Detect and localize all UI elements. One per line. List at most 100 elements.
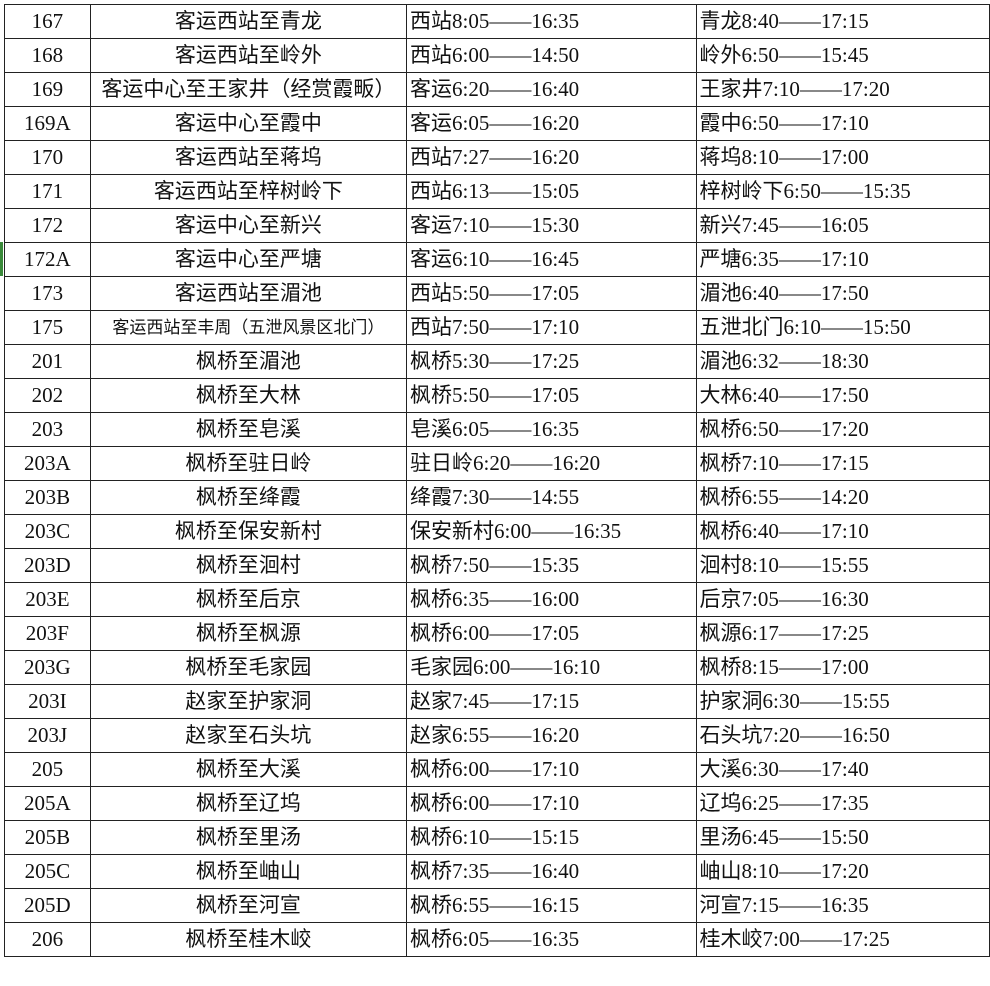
route-number-cell[interactable]: 175: [4, 310, 91, 345]
first-direction-times-cell[interactable]: 西站7:27——16:20: [406, 140, 697, 175]
route-line-cell[interactable]: 枫桥至驻日岭: [89, 446, 408, 481]
first-direction-times-cell[interactable]: 枫桥5:50——17:05: [406, 378, 697, 413]
route-line-cell[interactable]: 客运中心至王家井（经赏霞畈）: [89, 72, 408, 107]
route-number-cell[interactable]: 203I: [4, 684, 91, 719]
route-number-cell[interactable]: 203: [4, 412, 91, 447]
second-direction-times-cell[interactable]: 枫源6:17——17:25: [695, 616, 990, 651]
route-number-cell[interactable]: 206: [4, 922, 91, 957]
route-number-cell[interactable]: 203A: [4, 446, 91, 481]
route-line-cell[interactable]: 客运中心至新兴: [89, 208, 408, 243]
second-direction-times-cell[interactable]: 霞中6:50——17:10: [695, 106, 990, 141]
route-line-cell[interactable]: 枫桥至桂木峧: [89, 922, 408, 957]
first-direction-times-cell[interactable]: 西站5:50——17:05: [406, 276, 697, 311]
second-direction-times-cell[interactable]: 洄村8:10——15:55: [695, 548, 990, 583]
route-line-cell[interactable]: 枫桥至岫山: [89, 854, 408, 889]
route-number-cell[interactable]: 201: [4, 344, 91, 379]
first-direction-times-cell[interactable]: 枫桥6:10——15:15: [406, 820, 697, 855]
route-line-cell[interactable]: 客运西站至梓树岭下: [89, 174, 408, 209]
first-direction-times-cell[interactable]: 客运6:05——16:20: [406, 106, 697, 141]
route-line-cell[interactable]: 客运西站至丰周（五泄风景区北门）: [89, 310, 408, 345]
route-number-cell[interactable]: 169: [4, 72, 91, 107]
route-line-cell[interactable]: 赵家至石头坑: [89, 718, 408, 753]
route-number-cell[interactable]: 203E: [4, 582, 91, 617]
route-line-cell[interactable]: 枫桥至河宣: [89, 888, 408, 923]
second-direction-times-cell[interactable]: 湄池6:40——17:50: [695, 276, 990, 311]
first-direction-times-cell[interactable]: 赵家6:55——16:20: [406, 718, 697, 753]
first-direction-times-cell[interactable]: 枫桥7:50——15:35: [406, 548, 697, 583]
route-number-cell[interactable]: 203G: [4, 650, 91, 685]
first-direction-times-cell[interactable]: 保安新村6:00——16:35: [406, 514, 697, 549]
route-number-cell[interactable]: 203F: [4, 616, 91, 651]
route-line-cell[interactable]: 客运西站至湄池: [89, 276, 408, 311]
first-direction-times-cell[interactable]: 枫桥6:35——16:00: [406, 582, 697, 617]
first-direction-times-cell[interactable]: 西站6:00——14:50: [406, 38, 697, 73]
route-number-cell[interactable]: 172: [4, 208, 91, 243]
first-direction-times-cell[interactable]: 枫桥6:00——17:10: [406, 786, 697, 821]
route-line-cell[interactable]: 客运中心至霞中: [89, 106, 408, 141]
first-direction-times-cell[interactable]: 枫桥6:00——17:05: [406, 616, 697, 651]
second-direction-times-cell[interactable]: 梓树岭下6:50——15:35: [695, 174, 990, 209]
first-direction-times-cell[interactable]: 枫桥6:05——16:35: [406, 922, 697, 957]
route-line-cell[interactable]: 赵家至护家洞: [89, 684, 408, 719]
second-direction-times-cell[interactable]: 辽坞6:25——17:35: [695, 786, 990, 821]
first-direction-times-cell[interactable]: 枫桥5:30——17:25: [406, 344, 697, 379]
route-number-cell[interactable]: 203J: [4, 718, 91, 753]
route-line-cell[interactable]: 枫桥至湄池: [89, 344, 408, 379]
second-direction-times-cell[interactable]: 枫桥6:50——17:20: [695, 412, 990, 447]
second-direction-times-cell[interactable]: 王家井7:10——17:20: [695, 72, 990, 107]
second-direction-times-cell[interactable]: 大林6:40——17:50: [695, 378, 990, 413]
first-direction-times-cell[interactable]: 驻日岭6:20——16:20: [406, 446, 697, 481]
route-line-cell[interactable]: 枫桥至大溪: [89, 752, 408, 787]
second-direction-times-cell[interactable]: 枫桥6:40——17:10: [695, 514, 990, 549]
second-direction-times-cell[interactable]: 蒋坞8:10——17:00: [695, 140, 990, 175]
second-direction-times-cell[interactable]: 枫桥6:55——14:20: [695, 480, 990, 515]
route-line-cell[interactable]: 枫桥至辽坞: [89, 786, 408, 821]
first-direction-times-cell[interactable]: 客运6:10——16:45: [406, 242, 697, 277]
route-line-cell[interactable]: 枫桥至洄村: [89, 548, 408, 583]
first-direction-times-cell[interactable]: 枫桥6:55——16:15: [406, 888, 697, 923]
second-direction-times-cell[interactable]: 岫山8:10——17:20: [695, 854, 990, 889]
route-line-cell[interactable]: 客运中心至严塘: [89, 242, 408, 277]
first-direction-times-cell[interactable]: 毛家园6:00——16:10: [406, 650, 697, 685]
route-line-cell[interactable]: 枫桥至毛家园: [89, 650, 408, 685]
first-direction-times-cell[interactable]: 绛霞7:30——14:55: [406, 480, 697, 515]
first-direction-times-cell[interactable]: 客运7:10——15:30: [406, 208, 697, 243]
route-number-cell[interactable]: 205C: [4, 854, 91, 889]
first-direction-times-cell[interactable]: 西站6:13——15:05: [406, 174, 697, 209]
route-number-cell[interactable]: 203B: [4, 480, 91, 515]
route-number-cell[interactable]: 205: [4, 752, 91, 787]
route-number-cell[interactable]: 202: [4, 378, 91, 413]
route-number-cell[interactable]: 171: [4, 174, 91, 209]
second-direction-times-cell[interactable]: 枫桥7:10——17:15: [695, 446, 990, 481]
route-line-cell[interactable]: 枫桥至皂溪: [89, 412, 408, 447]
second-direction-times-cell[interactable]: 五泄北门6:10——15:50: [695, 310, 990, 345]
route-number-cell[interactable]: 167: [4, 4, 91, 39]
second-direction-times-cell[interactable]: 青龙8:40——17:15: [695, 4, 990, 39]
first-direction-times-cell[interactable]: 枫桥6:00——17:10: [406, 752, 697, 787]
route-line-cell[interactable]: 枫桥至后京: [89, 582, 408, 617]
route-number-cell[interactable]: 169A: [4, 106, 91, 141]
second-direction-times-cell[interactable]: 后京7:05——16:30: [695, 582, 990, 617]
route-number-cell[interactable]: 205D: [4, 888, 91, 923]
second-direction-times-cell[interactable]: 严塘6:35——17:10: [695, 242, 990, 277]
second-direction-times-cell[interactable]: 护家洞6:30——15:55: [695, 684, 990, 719]
second-direction-times-cell[interactable]: 枫桥8:15——17:00: [695, 650, 990, 685]
route-line-cell[interactable]: 枫桥至保安新村: [89, 514, 408, 549]
second-direction-times-cell[interactable]: 桂木峧7:00——17:25: [695, 922, 990, 957]
route-number-cell[interactable]: 173: [4, 276, 91, 311]
route-line-cell[interactable]: 枫桥至绛霞: [89, 480, 408, 515]
route-line-cell[interactable]: 枫桥至枫源: [89, 616, 408, 651]
route-line-cell[interactable]: 枫桥至大林: [89, 378, 408, 413]
route-number-cell[interactable]: 168: [4, 38, 91, 73]
second-direction-times-cell[interactable]: 河宣7:15——16:35: [695, 888, 990, 923]
route-number-cell[interactable]: 205A: [4, 786, 91, 821]
second-direction-times-cell[interactable]: 石头坑7:20——16:50: [695, 718, 990, 753]
second-direction-times-cell[interactable]: 大溪6:30——17:40: [695, 752, 990, 787]
route-line-cell[interactable]: 客运西站至岭外: [89, 38, 408, 73]
second-direction-times-cell[interactable]: 里汤6:45——15:50: [695, 820, 990, 855]
second-direction-times-cell[interactable]: 新兴7:45——16:05: [695, 208, 990, 243]
second-direction-times-cell[interactable]: 湄池6:32——18:30: [695, 344, 990, 379]
route-line-cell[interactable]: 客运西站至青龙: [89, 4, 408, 39]
route-line-cell[interactable]: 客运西站至蒋坞: [89, 140, 408, 175]
route-number-cell[interactable]: 205B: [4, 820, 91, 855]
